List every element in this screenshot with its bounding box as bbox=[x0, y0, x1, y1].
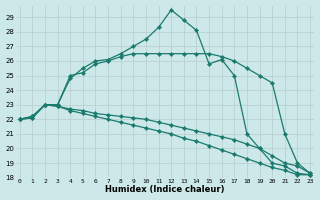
X-axis label: Humidex (Indice chaleur): Humidex (Indice chaleur) bbox=[105, 185, 225, 194]
